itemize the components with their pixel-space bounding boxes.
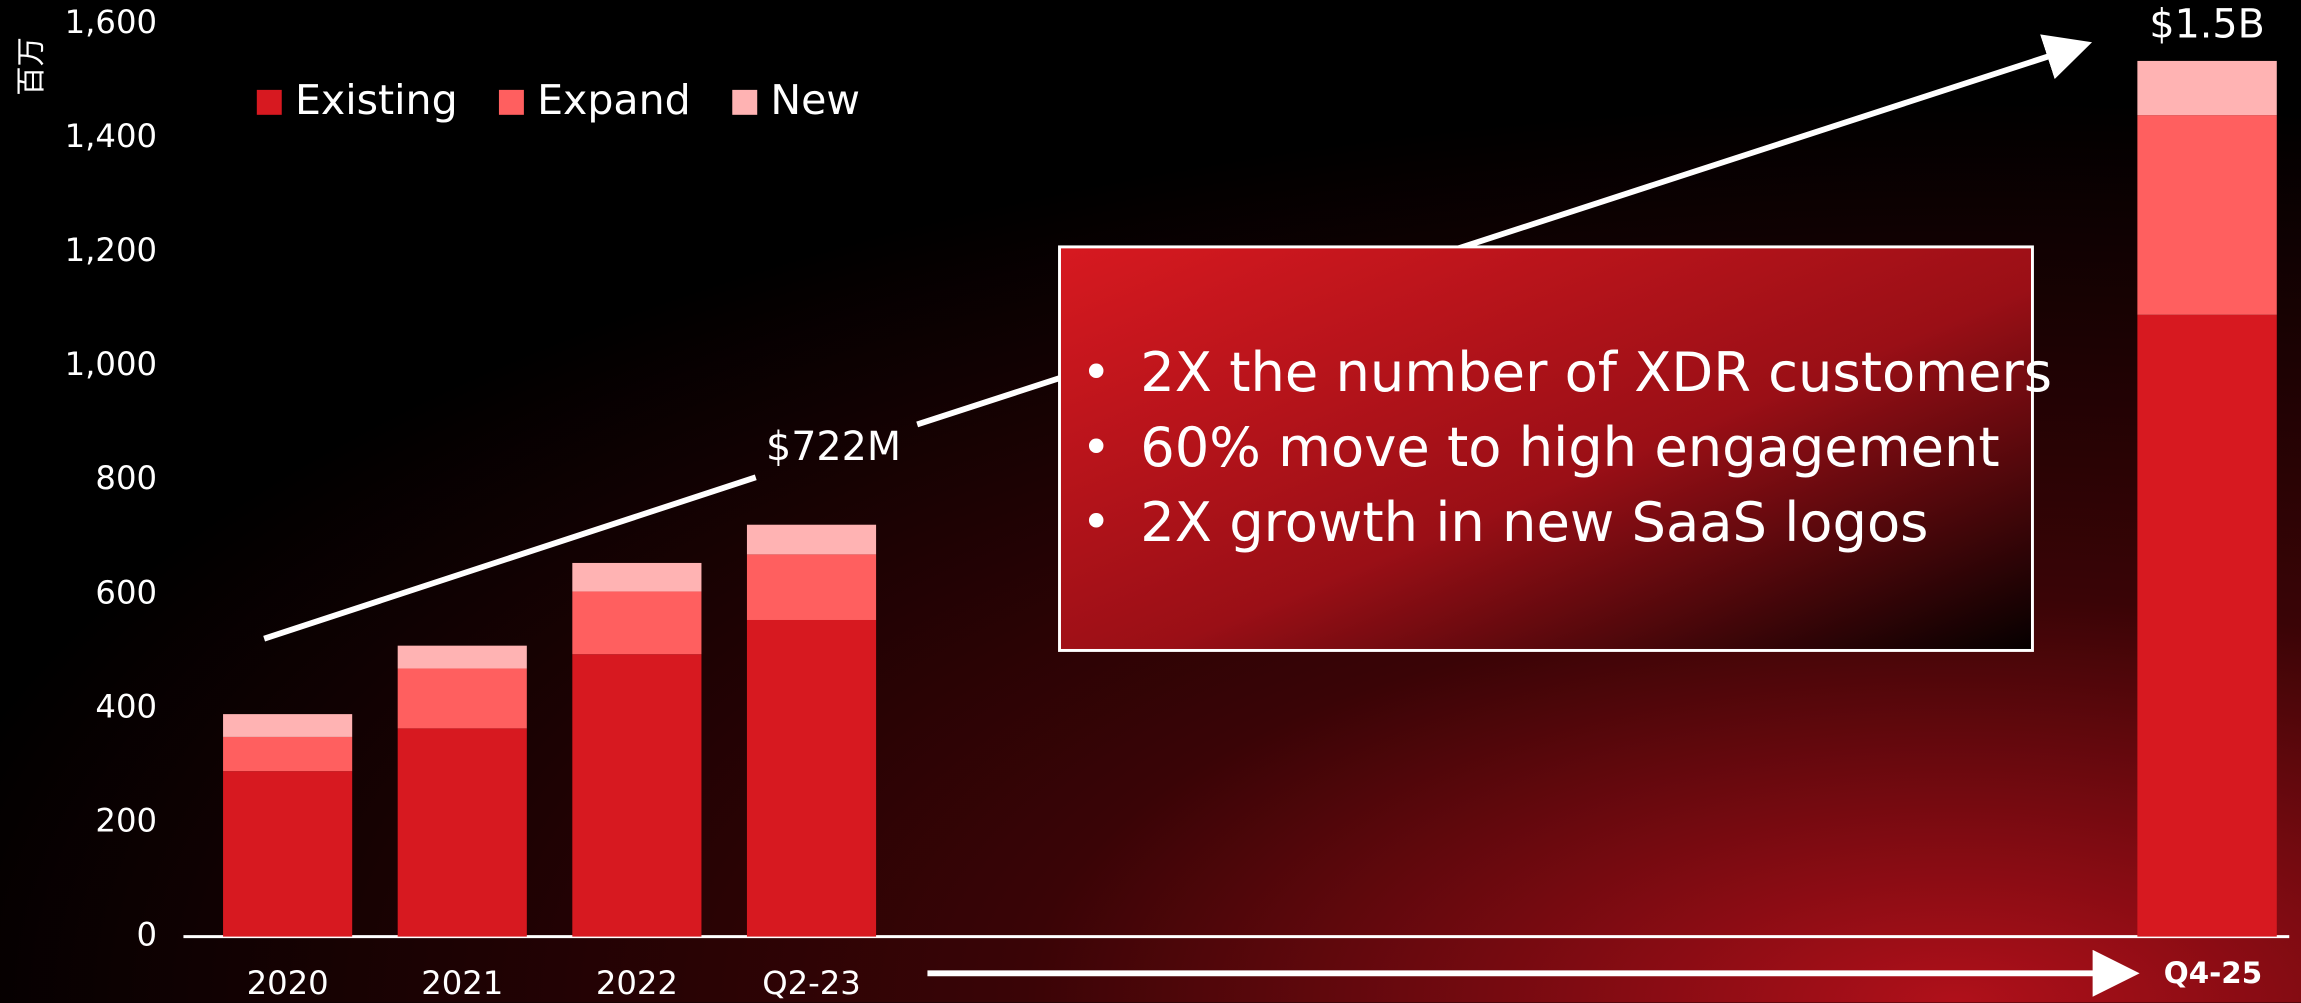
x-tick-label: 2020 — [247, 964, 329, 1002]
bullet-text: 60% move to high engagement — [1140, 416, 1999, 479]
x-tick-label: 2021 — [421, 964, 503, 1002]
callout-box — [1058, 245, 2034, 652]
legend-swatch — [256, 89, 282, 115]
bullet-text: 2X growth in new SaaS logos — [1140, 491, 1928, 554]
x-tick-label: Q4-25 — [2164, 956, 2262, 990]
x-tick-label: 2022 — [596, 964, 678, 1002]
legend-label: New — [770, 76, 860, 124]
legend-label: Expand — [537, 76, 691, 124]
x-tick-label: Q2-23 — [762, 964, 861, 1002]
legend-swatch — [498, 89, 524, 115]
y-tick-label: 1,600 — [65, 3, 157, 41]
y-tick-label: 400 — [95, 687, 157, 725]
plot: 0 200 400 600 800 1,000 1,200 1,400 1,600 2020 202… — [65, 1, 2290, 1002]
y-tick-label: 1,200 — [65, 231, 157, 269]
legend-label: Existing — [295, 76, 458, 124]
bar-segment — [746, 524, 877, 555]
bar-segment — [572, 591, 702, 655]
bullet-dot: • — [1082, 418, 1111, 476]
legend-swatch — [732, 89, 758, 115]
y-tick-label: 600 — [95, 573, 157, 611]
y-tick-label: 800 — [95, 459, 157, 497]
total-label: $722M — [766, 424, 901, 470]
y-axis-label: 百万 — [14, 37, 48, 96]
bullet-text: 2X the number of XDR customers — [1140, 341, 2052, 404]
bar-segment — [397, 668, 527, 729]
bar-segment — [746, 619, 877, 937]
bar-segment — [572, 654, 702, 937]
bar-segment — [223, 736, 353, 772]
y-tick-label: 0 — [136, 916, 157, 954]
bar-segment — [2137, 115, 2277, 315]
bullet-dot: • — [1082, 344, 1111, 402]
bar-segment — [746, 554, 877, 620]
bar-segment — [223, 771, 353, 937]
y-tick-label: 1,400 — [65, 117, 157, 155]
bar-segment — [397, 728, 527, 937]
bar-segment — [397, 645, 527, 669]
bullet-dot: • — [1082, 493, 1111, 551]
trend-arrow — [263, 474, 757, 642]
bar-segment — [572, 562, 702, 592]
total-label: $1.5B — [2149, 1, 2264, 47]
bar-segment — [2137, 314, 2277, 937]
y-tick-label: 1,000 — [65, 345, 157, 383]
bar-segment — [2137, 60, 2277, 116]
bar-segment — [223, 714, 353, 737]
y-tick-label: 200 — [95, 802, 157, 840]
